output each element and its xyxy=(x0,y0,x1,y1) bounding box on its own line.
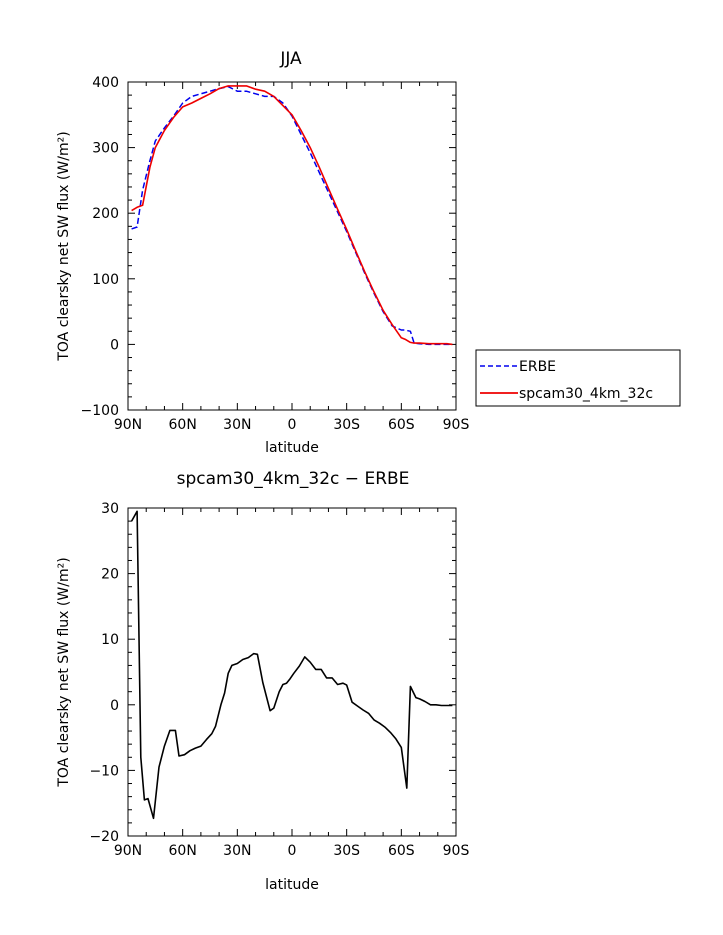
legend-label-spcam: spcam30_4km_32c xyxy=(519,386,653,402)
y-axis-label-bottom: TOA clearsky net SW flux (W/m²) xyxy=(56,557,72,787)
series-line-difference xyxy=(130,510,453,820)
x-tick-label: 90S xyxy=(443,843,470,859)
x-tick-label: 30N xyxy=(223,843,251,859)
x-axis-label-top: latitude xyxy=(265,440,319,456)
x-tick-label: 60S xyxy=(388,843,415,859)
y-tick-label: 0 xyxy=(110,337,119,353)
chart-panel-bottom: spcam30_4km_32c − ERBE 90N 60N 30N 0 30S 60S 9… xyxy=(56,469,469,893)
chart-panel-top: JJA 90N 60N 30N 0 30S 60S 90S −100 0 100 200 300 40… xyxy=(56,49,681,456)
x-tick-label: 0 xyxy=(288,417,297,433)
y-tick-label: −20 xyxy=(89,829,119,845)
x-axis-label-bottom: latitude xyxy=(265,877,319,893)
y-tick-label: −100 xyxy=(81,403,119,419)
x-tick-label: 60N xyxy=(169,843,197,859)
x-tick-label: 90S xyxy=(443,417,470,433)
y-tick-label: 300 xyxy=(92,141,119,157)
y-tick-label: 200 xyxy=(92,206,119,222)
y-axis-ticks-bottom: −20 −10 0 10 20 30 xyxy=(89,501,456,845)
y-tick-label: 20 xyxy=(101,567,119,583)
y-tick-label: −10 xyxy=(89,763,119,779)
y-tick-label: 0 xyxy=(110,698,119,714)
y-tick-label: 100 xyxy=(92,272,119,288)
series-layer-bottom xyxy=(130,510,453,820)
x-axis-ticks-bottom: 90N 60N 30N 0 30S 60S 90S xyxy=(114,508,470,859)
x-tick-label: 60S xyxy=(388,417,415,433)
series-line-spcam30-4km-32c xyxy=(131,85,453,346)
y-axis-ticks-top: −100 0 100 200 300 400 xyxy=(81,75,456,419)
series-layer-top xyxy=(131,85,453,346)
series-line-erbe xyxy=(131,85,453,346)
y-axis-label-top: TOA clearsky net SW flux (W/m²) xyxy=(56,131,72,361)
x-tick-label: 30S xyxy=(333,843,360,859)
y-tick-label: 10 xyxy=(101,632,119,648)
chart-title-bottom: spcam30_4km_32c − ERBE xyxy=(177,469,410,489)
legend-label-erbe: ERBE xyxy=(519,359,556,375)
plot-frame-top xyxy=(127,81,457,411)
x-tick-label: 90N xyxy=(114,843,142,859)
x-axis-ticks-top: 90N 60N 30N 0 30S 60S 90S xyxy=(114,82,470,433)
x-tick-label: 90N xyxy=(114,417,142,433)
y-tick-label: 30 xyxy=(101,501,119,517)
x-tick-label: 30S xyxy=(333,417,360,433)
legend-box xyxy=(475,349,681,407)
legend: ERBE spcam30_4km_32c xyxy=(475,349,681,407)
x-tick-label: 0 xyxy=(288,843,297,859)
y-tick-label: 400 xyxy=(92,75,119,91)
chart-title-top: JJA xyxy=(279,49,302,69)
x-tick-label: 60N xyxy=(169,417,197,433)
x-tick-label: 30N xyxy=(223,417,251,433)
